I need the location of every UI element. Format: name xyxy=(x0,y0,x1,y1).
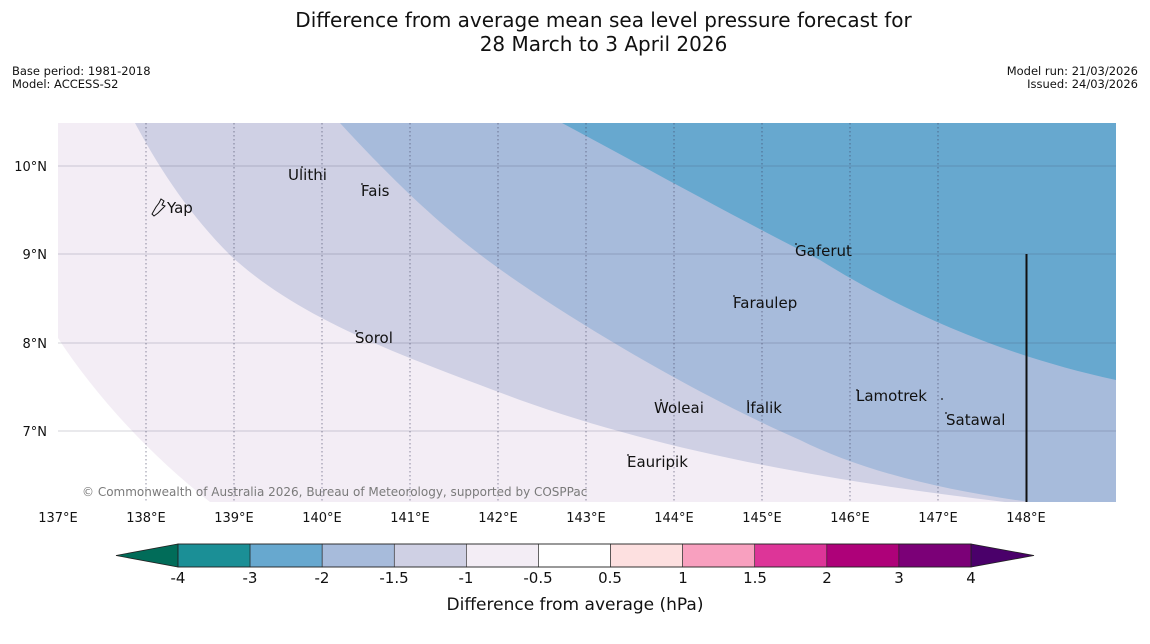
lon-label-139e: 139°E xyxy=(214,511,254,526)
place-gaferut: Gaferut xyxy=(795,242,852,260)
colorbar-frame xyxy=(177,543,972,568)
graticule xyxy=(58,123,1116,502)
lat-label-8n: 8°N xyxy=(23,337,48,352)
place-fais: Fais xyxy=(361,182,390,200)
place-dot-ifalik xyxy=(747,400,749,402)
issued-date: Issued: 24/03/2026 xyxy=(1027,77,1138,91)
meta-left: Base period: 1981-2018 Model: ACCESS-S2 xyxy=(12,65,151,91)
meta-right: Model run: 21/03/2026 Issued: 24/03/2026 xyxy=(1007,65,1138,91)
colorbar-under-arrow xyxy=(115,543,179,568)
colorbar-segment-1 xyxy=(249,543,323,568)
colorbar: -4 -3 -2 -1.5 -1 -0.5 0.5 1 1.5 2 3 4 Di… xyxy=(115,543,1035,615)
model-name: Model: ACCESS-S2 xyxy=(12,77,119,91)
lon-label-148e: 148°E xyxy=(1006,511,1046,526)
place-woleai: Woleai xyxy=(654,399,704,417)
colorbar-segments xyxy=(177,543,972,568)
anomaly-bands xyxy=(58,123,1116,502)
place-dot-fais xyxy=(361,183,363,185)
lat-label-7n: 7°N xyxy=(23,425,48,440)
colorbar-segment-6 xyxy=(610,543,683,568)
colorbar-segment-5 xyxy=(538,543,611,568)
lon-label-143e: 143°E xyxy=(566,511,606,526)
title-line-2: 28 March to 3 April 2026 xyxy=(479,32,728,56)
lon-label-142e: 142°E xyxy=(478,511,518,526)
lat-label-9n: 9°N xyxy=(23,248,48,263)
colorbar-segment-3 xyxy=(393,543,467,568)
lon-label-140e: 140°E xyxy=(302,511,342,526)
place-dot-satawal xyxy=(945,412,947,414)
lon-label-145e: 145°E xyxy=(742,511,782,526)
colorbar-segment-9 xyxy=(826,543,900,568)
place-faraulep: Faraulep xyxy=(733,294,797,312)
colorbar-segment-8 xyxy=(754,543,828,568)
cb-tick-2: 2 xyxy=(822,569,832,587)
lon-label-147e: 147°E xyxy=(918,511,958,526)
lat-label-10n: 10°N xyxy=(14,160,47,175)
place-dot-ulithi xyxy=(301,166,303,168)
yap-island-shape xyxy=(151,198,166,217)
lon-axis: 137°E 138°E 139°E 140°E 141°E 142°E 143°… xyxy=(38,511,1046,526)
place-eauripik: Eauripik xyxy=(627,453,688,471)
lon-label-137e: 137°E xyxy=(38,511,78,526)
lon-label-144e: 144°E xyxy=(654,511,694,526)
place-satawal: Satawal xyxy=(946,411,1005,429)
chart-title: Difference from average mean sea level p… xyxy=(0,8,1150,56)
colorbar-label: Difference from average (hPa) xyxy=(447,595,704,615)
lon-label-146e: 146°E xyxy=(830,511,870,526)
cb-tick-m4: -4 xyxy=(171,569,186,587)
cb-tick-m1: -1 xyxy=(459,569,474,587)
lon-label-138e: 138°E xyxy=(126,511,166,526)
base-period: Base period: 1981-2018 xyxy=(12,64,151,78)
place-dot-sorol xyxy=(355,330,357,332)
cb-tick-m3: -3 xyxy=(243,569,258,587)
cb-tick-0-5: 0.5 xyxy=(598,569,622,587)
model-run: Model run: 21/03/2026 xyxy=(1006,64,1138,78)
colorbar-segment-0 xyxy=(177,543,251,568)
colorbar-segment-7 xyxy=(682,543,756,568)
cb-tick-m2: -2 xyxy=(315,569,330,587)
cb-tick-3: 3 xyxy=(894,569,904,587)
cb-tick-m0-5: -0.5 xyxy=(523,569,552,587)
place-dot-faraulep xyxy=(733,295,735,297)
place-lamotrek: Lamotrek xyxy=(856,387,927,405)
colorbar-segment-4 xyxy=(466,543,539,568)
copyright-notice: © Commonwealth of Australia 2026, Bureau… xyxy=(82,485,587,499)
place-dot-lamotrek-east xyxy=(941,398,943,400)
place-yap: Yap xyxy=(166,199,193,217)
place-labels: Yap Ulithi Fais Sorol Gaferut Faraulep W… xyxy=(166,166,1005,471)
place-dot-eauripik xyxy=(627,454,629,456)
lat-axis: 10°N 9°N 8°N 7°N xyxy=(14,160,47,440)
lon-label-141e: 141°E xyxy=(390,511,430,526)
colorbar-ticks: -4 -3 -2 -1.5 -1 -0.5 0.5 1 1.5 2 3 4 xyxy=(171,569,976,587)
colorbar-segment-2 xyxy=(321,543,395,568)
title-line-1: Difference from average mean sea level p… xyxy=(295,8,912,32)
cb-tick-1: 1 xyxy=(678,569,688,587)
place-dot-gaferut xyxy=(795,243,797,245)
cb-tick-m1-5: -1.5 xyxy=(379,569,408,587)
cb-tick-4: 4 xyxy=(966,569,976,587)
place-sorol: Sorol xyxy=(355,329,393,347)
place-ifalik: Ifalik xyxy=(746,399,782,417)
place-dot-woleai xyxy=(660,399,662,401)
place-dot-lamotrek xyxy=(856,389,858,391)
colorbar-segment-10 xyxy=(898,543,972,568)
colorbar-over-arrow xyxy=(970,543,1035,568)
cb-tick-1-5: 1.5 xyxy=(743,569,767,587)
band-minus-3 xyxy=(562,123,1116,380)
place-ulithi: Ulithi xyxy=(288,166,327,184)
